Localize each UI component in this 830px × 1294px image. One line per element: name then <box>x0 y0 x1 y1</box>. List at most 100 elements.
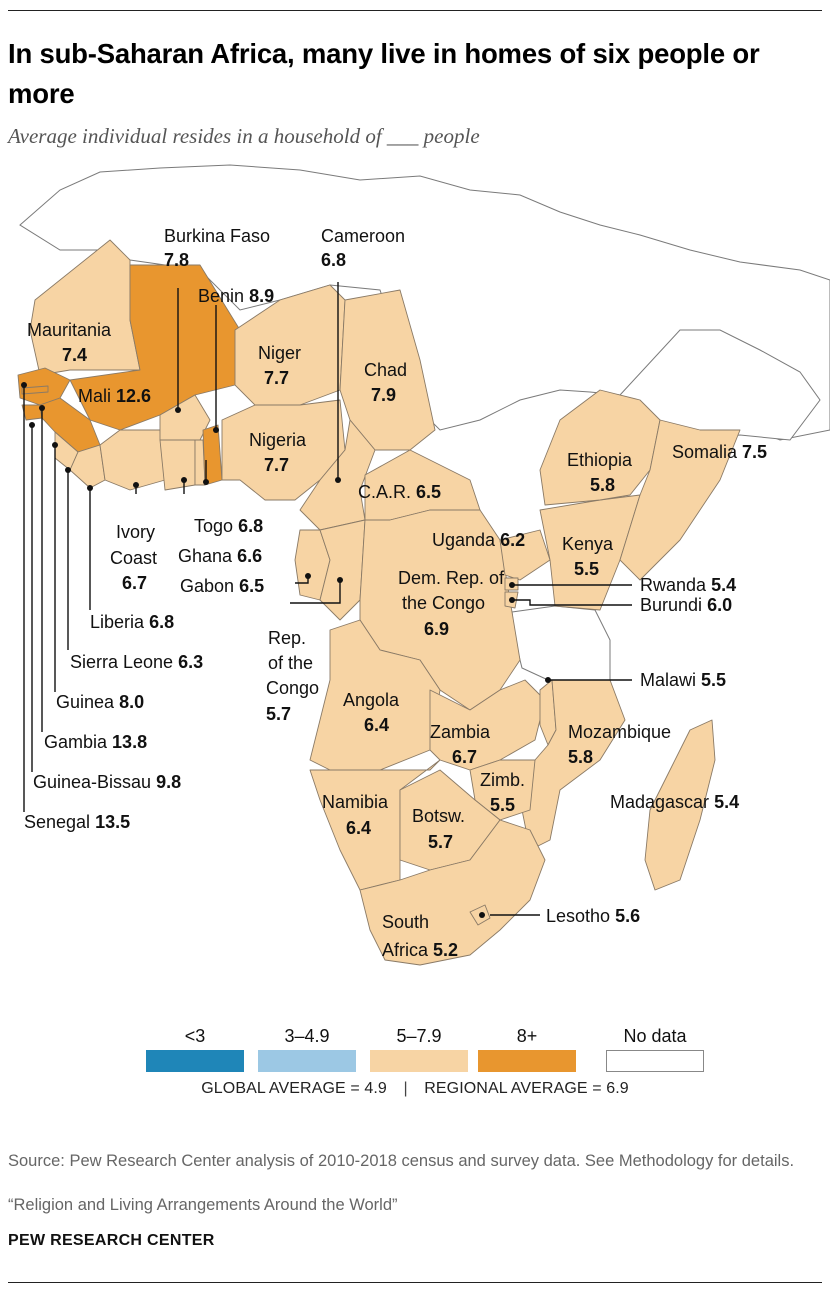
label-guinea-bissau-name: Guinea-Bissau <box>33 772 151 792</box>
legend-item-3-4-9: 3–4.9 <box>258 1024 356 1072</box>
label-nigeria-value: 7.7 <box>264 455 289 475</box>
label-mozambique-value: 5.8 <box>568 747 593 767</box>
label-benin-value: 8.9 <box>249 286 274 306</box>
bottom-rule <box>8 1282 822 1283</box>
label-cameroon-value: 6.8 <box>321 250 346 270</box>
averages-separator: | <box>403 1080 408 1097</box>
label-sierra-leone-value: 6.3 <box>178 652 203 672</box>
label-rep-congo-value: 5.7 <box>266 704 291 724</box>
gambia-shape <box>21 385 49 395</box>
label-madagascar-name: Madagascar <box>610 792 709 812</box>
label-rwanda-value: 5.4 <box>711 575 736 595</box>
label-rep-congo-line1: Rep. <box>268 628 306 648</box>
label-angola-value: 6.4 <box>364 715 389 735</box>
label-mozambique-name: Mozambique <box>568 722 671 742</box>
label-rep-congo-line3: Congo <box>266 678 319 698</box>
label-guinea: Guinea 8.0 <box>56 692 144 712</box>
label-chad-name: Chad <box>364 360 407 380</box>
angola-shape <box>309 619 441 771</box>
label-niger-name: Niger <box>258 343 301 363</box>
label-chad-value: 7.9 <box>371 385 396 405</box>
label-zimbabwe-value: 5.5 <box>490 795 515 815</box>
label-liberia: Liberia 6.8 <box>90 612 174 632</box>
label-togo-name: Togo <box>194 516 233 536</box>
legend-item-8-plus: 8+ <box>478 1024 576 1072</box>
label-senegal: Senegal 13.5 <box>24 812 130 832</box>
label-mali: Mali 12.6 <box>78 386 151 406</box>
label-liberia-value: 6.8 <box>149 612 174 632</box>
legend-swatch-3-4-9 <box>258 1050 356 1072</box>
label-ethiopia-value: 5.8 <box>590 475 615 495</box>
legend-item-5-7-9: 5–7.9 <box>370 1024 468 1072</box>
legend-label-no-data: No data <box>623 1026 687 1046</box>
label-rep-congo-line2: of the <box>268 653 313 673</box>
label-drc-line1: Dem. Rep. of <box>398 568 505 588</box>
label-uganda: Uganda 6.2 <box>432 530 525 550</box>
label-guinea-name: Guinea <box>56 692 115 712</box>
label-burundi-name: Burundi <box>640 595 702 615</box>
label-mali-name: Mali <box>78 386 111 406</box>
label-uganda-value: 6.2 <box>500 530 525 550</box>
legend-item-lt3: <3 <box>146 1024 244 1072</box>
country-shapes <box>17 239 741 966</box>
label-gambia: Gambia 13.8 <box>44 732 147 752</box>
source-note: Source: Pew Research Center analysis of … <box>8 1152 795 1170</box>
mali-shape <box>69 264 241 431</box>
label-lesotho-value: 5.6 <box>615 906 640 926</box>
label-somalia-value: 7.5 <box>742 442 767 462</box>
legend-label-5-7-9: 5–7.9 <box>396 1026 442 1046</box>
tanzania-shape <box>511 605 611 691</box>
legend-swatch-8-plus <box>478 1050 576 1072</box>
leader-dots <box>21 382 551 918</box>
label-niger-value: 7.7 <box>264 368 289 388</box>
label-rwanda: Rwanda 5.4 <box>640 575 736 595</box>
label-ivory-coast-line2: Coast <box>110 548 157 568</box>
label-drc-value: 6.9 <box>424 619 449 639</box>
country-labels: Burkina Faso 7.8 Cameroon 6.8 Benin 8.9 … <box>24 226 767 960</box>
label-car-name: C.A.R. <box>358 482 411 502</box>
zambia-shape <box>429 679 546 771</box>
label-zambia-value: 6.7 <box>452 747 477 767</box>
madagascar-shape <box>644 719 716 891</box>
label-uganda-name: Uganda <box>432 530 496 550</box>
label-car-value: 6.5 <box>416 482 441 502</box>
label-lesotho-name: Lesotho <box>546 906 610 926</box>
global-average: GLOBAL AVERAGE = 4.9 <box>201 1080 387 1097</box>
label-zambia-name: Zambia <box>430 722 491 742</box>
label-car: C.A.R. 6.5 <box>358 482 441 502</box>
label-liberia-name: Liberia <box>90 612 145 632</box>
label-burkina-faso-name: Burkina Faso <box>164 226 270 246</box>
label-botswana-name: Botsw. <box>412 806 465 826</box>
legend-swatch-no-data <box>606 1050 704 1072</box>
label-mali-value: 12.6 <box>116 386 151 406</box>
ghana-shape <box>159 439 196 491</box>
label-south-africa-value: 5.2 <box>433 940 458 960</box>
chart-subtitle: Average individual resides in a househol… <box>8 124 480 148</box>
label-rwanda-name: Rwanda <box>640 575 707 595</box>
label-zimbabwe-name: Zimb. <box>480 770 525 790</box>
label-gabon: Gabon 6.5 <box>180 576 264 596</box>
label-madagascar-value: 5.4 <box>714 792 739 812</box>
label-gabon-name: Gabon <box>180 576 234 596</box>
legend-label-3-4-9: 3–4.9 <box>284 1026 330 1046</box>
label-guinea-bissau: Guinea-Bissau 9.8 <box>33 772 181 792</box>
label-south-africa-line1: South <box>382 912 429 932</box>
label-togo: Togo 6.8 <box>194 516 263 536</box>
label-somalia: Somalia 7.5 <box>672 442 767 462</box>
legend-label-8-plus: 8+ <box>516 1026 538 1046</box>
legend-swatch-lt3 <box>146 1050 244 1072</box>
label-cameroon-name: Cameroon <box>321 226 405 246</box>
label-madagascar: Madagascar 5.4 <box>610 792 739 812</box>
label-sierra-leone: Sierra Leone 6.3 <box>70 652 203 672</box>
label-ghana-name: Ghana <box>178 546 233 566</box>
label-kenya-value: 5.5 <box>574 559 599 579</box>
label-burkina-faso-value: 7.8 <box>164 250 189 270</box>
label-namibia-name: Namibia <box>322 792 389 812</box>
label-togo-value: 6.8 <box>238 516 263 536</box>
regional-average: REGIONAL AVERAGE = 6.9 <box>424 1080 629 1097</box>
label-guinea-bissau-value: 9.8 <box>156 772 181 792</box>
label-mauritania-value: 7.4 <box>62 345 87 365</box>
label-ghana: Ghana 6.6 <box>178 546 262 566</box>
label-nigeria-name: Nigeria <box>249 430 307 450</box>
top-rule <box>8 10 822 11</box>
